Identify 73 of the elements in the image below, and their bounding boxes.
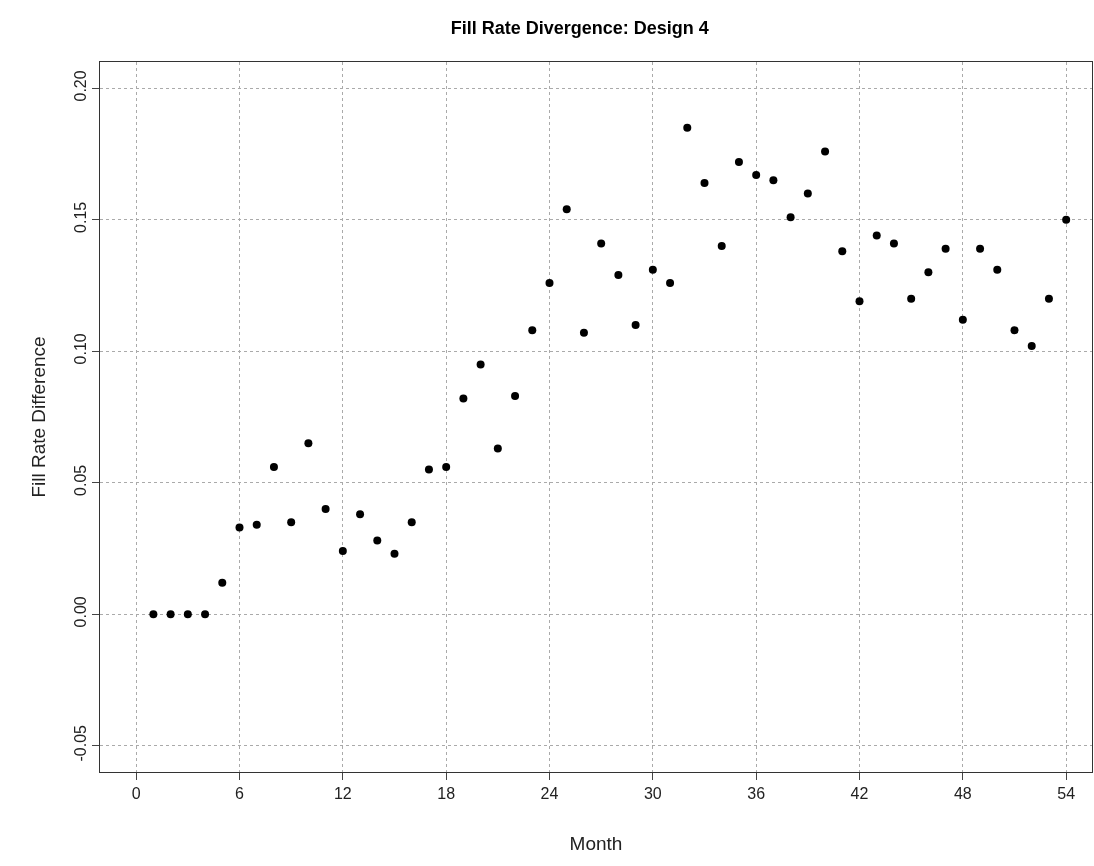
point — [958, 315, 967, 324]
point — [166, 610, 175, 619]
point — [821, 147, 830, 156]
point — [235, 523, 244, 532]
x-tick-label: 42 — [850, 785, 869, 803]
point — [511, 391, 520, 400]
point — [1010, 326, 1019, 335]
point — [717, 242, 726, 251]
point — [269, 462, 278, 471]
y-tick-label: 0.10 — [71, 333, 89, 365]
x-tick-label: 36 — [747, 785, 766, 803]
point — [907, 294, 916, 303]
point — [459, 394, 468, 403]
point — [287, 518, 296, 527]
point — [976, 244, 985, 253]
point — [424, 465, 433, 474]
point — [528, 326, 537, 335]
point — [1044, 294, 1053, 303]
y-axis-title: Fill Rate Difference — [28, 336, 50, 498]
point — [752, 171, 761, 180]
point — [889, 239, 898, 248]
chart-title: Fill Rate Divergence: Design 4 — [450, 18, 709, 39]
point — [786, 213, 795, 222]
point — [562, 205, 571, 214]
point — [614, 271, 623, 279]
point — [373, 536, 382, 545]
point — [597, 239, 606, 248]
point — [493, 444, 502, 453]
x-tick-label: 24 — [540, 785, 559, 803]
point — [855, 297, 864, 306]
point — [407, 518, 416, 527]
y-tick-label: 0.05 — [71, 464, 89, 496]
point — [545, 278, 554, 287]
x-tick-label: 54 — [1057, 785, 1076, 803]
point — [631, 320, 640, 329]
y-tick-label: 0.15 — [71, 201, 89, 233]
point — [390, 549, 399, 558]
point — [149, 610, 158, 619]
point — [993, 265, 1002, 274]
point — [769, 176, 778, 185]
point — [838, 247, 847, 256]
point — [183, 610, 192, 619]
point — [648, 265, 657, 274]
y-tick-label: 0.20 — [71, 70, 89, 102]
point — [304, 439, 313, 448]
point — [201, 610, 210, 619]
x-tick-label: 30 — [643, 785, 662, 803]
point — [356, 510, 365, 519]
point — [683, 123, 692, 132]
x-tick-label: 0 — [131, 785, 141, 803]
point — [252, 520, 261, 529]
point — [321, 505, 330, 514]
point — [941, 244, 950, 253]
y-tick-label: 0.00 — [71, 596, 89, 628]
x-tick-label: 12 — [333, 785, 352, 803]
x-tick-label: 6 — [235, 785, 245, 803]
x-tick-label: 48 — [953, 785, 972, 803]
point — [872, 231, 881, 240]
point — [476, 360, 485, 369]
point — [218, 578, 227, 587]
point — [442, 462, 451, 471]
point — [924, 268, 933, 277]
point — [734, 157, 743, 166]
point — [579, 328, 588, 337]
x-axis-title: Month — [569, 833, 623, 854]
point — [803, 189, 812, 198]
y-tick-label: -0.05 — [71, 724, 89, 762]
point — [666, 278, 675, 287]
point — [1027, 342, 1036, 350]
point — [338, 547, 347, 556]
point — [1062, 215, 1071, 224]
point — [700, 178, 709, 187]
x-tick-label: 18 — [437, 785, 456, 803]
